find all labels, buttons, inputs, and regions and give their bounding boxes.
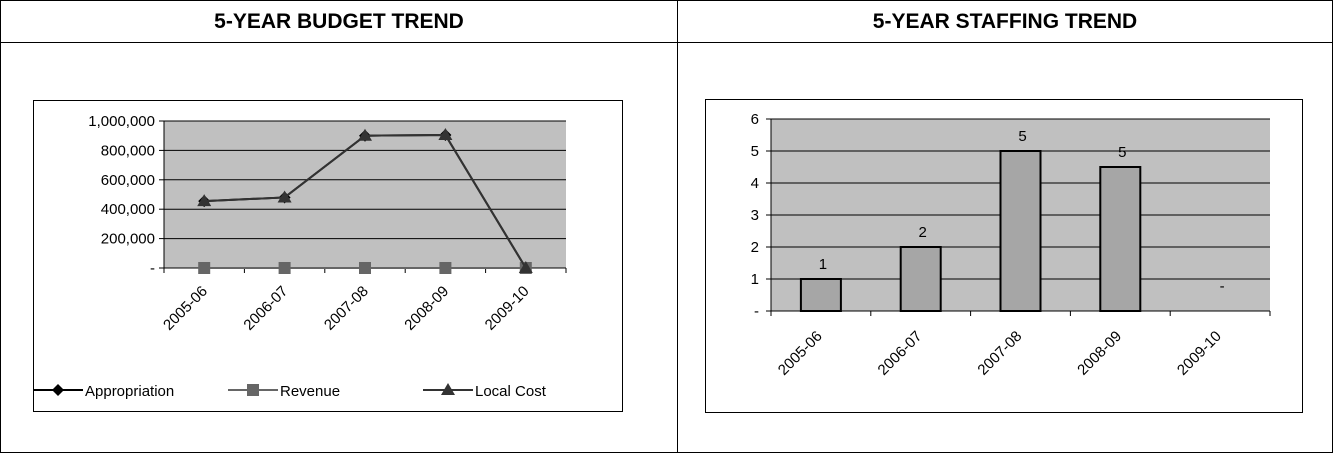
staffing-y-tick-label: 4 [751, 175, 759, 192]
staffing-x-tick-label: 2007-08 [974, 328, 1025, 379]
budget-y-tick-label: 200,000 [101, 231, 155, 248]
budget-legend-marker [247, 384, 259, 396]
budget-x-tick-label: 2008-09 [401, 283, 452, 334]
staffing-data-label: 5 [1118, 144, 1126, 161]
staffing-data-label: - [1220, 278, 1225, 295]
budget-y-tick-label: 600,000 [101, 172, 155, 189]
budget-data-point [198, 262, 211, 274]
budget-y-tick-label: 400,000 [101, 201, 155, 218]
staffing-y-tick-label: 6 [751, 111, 759, 128]
staffing-y-tick-label: 5 [751, 143, 759, 160]
budget-legend-label: Revenue [280, 383, 340, 400]
staffing-data-label: 1 [819, 256, 827, 273]
staffing-x-tick-label: 2005-06 [775, 328, 826, 379]
budget-data-point [278, 262, 291, 274]
budget-plot-area [164, 121, 566, 268]
staffing-bar [1099, 166, 1142, 312]
staffing-bar [999, 150, 1042, 312]
budget-data-point [438, 127, 453, 140]
staffing-bar [799, 278, 842, 312]
staffing-y-tick-label: - [754, 303, 759, 320]
budget-chart: - 200,000 400,000 600,000 800,000 1,000,000 20… [33, 113, 567, 400]
budget-data-point [518, 261, 533, 273]
budget-x-tick-label: 2006-07 [240, 283, 291, 334]
budget-panel: 5-YEAR BUDGET TREND - 200,000 400,000 600,0… [0, 0, 678, 453]
budget-x-tick-label: 2009-10 [482, 283, 533, 334]
budget-x-tick-label: 2005-06 [160, 283, 211, 334]
budget-data-point [359, 262, 371, 274]
budget-legend-label: Appropriation [85, 383, 174, 400]
staffing-y-tick-label: 1 [751, 271, 759, 288]
staffing-bar [899, 246, 942, 312]
budget-legend-marker [52, 384, 64, 396]
budget-y-tick-label: - [150, 260, 155, 277]
budget-y-tick-label: 1,000,000 [88, 113, 155, 130]
budget-title: 5-YEAR BUDGET TREND [1, 1, 677, 43]
budget-x-tick-label: 2007-08 [321, 283, 372, 334]
staffing-y-tick-label: 3 [751, 207, 759, 224]
staffing-data-label: 2 [919, 224, 927, 241]
staffing-x-tick-label: 2006-07 [875, 328, 926, 379]
staffing-x-tick-label: 2009-10 [1174, 328, 1225, 379]
budget-data-point [439, 262, 452, 274]
staffing-y-tick-label: 2 [751, 239, 759, 256]
budget-data-point [358, 128, 372, 141]
budget-legend-label: Local Cost [475, 383, 547, 400]
budget-y-tick-label: 800,000 [101, 142, 155, 159]
staffing-x-tick-label: 2008-09 [1074, 328, 1125, 379]
staffing-panel: 5-YEAR STAFFING TREND -1 2 3 4 5 6 1 2 5 5-2005-0… [677, 0, 1333, 453]
staffing-title: 5-YEAR STAFFING TREND [678, 1, 1332, 43]
budget-legend-marker [441, 383, 455, 395]
budget-data-point [277, 190, 292, 203]
budget-data-point [197, 194, 212, 207]
staffing-data-label: 5 [1018, 128, 1026, 145]
